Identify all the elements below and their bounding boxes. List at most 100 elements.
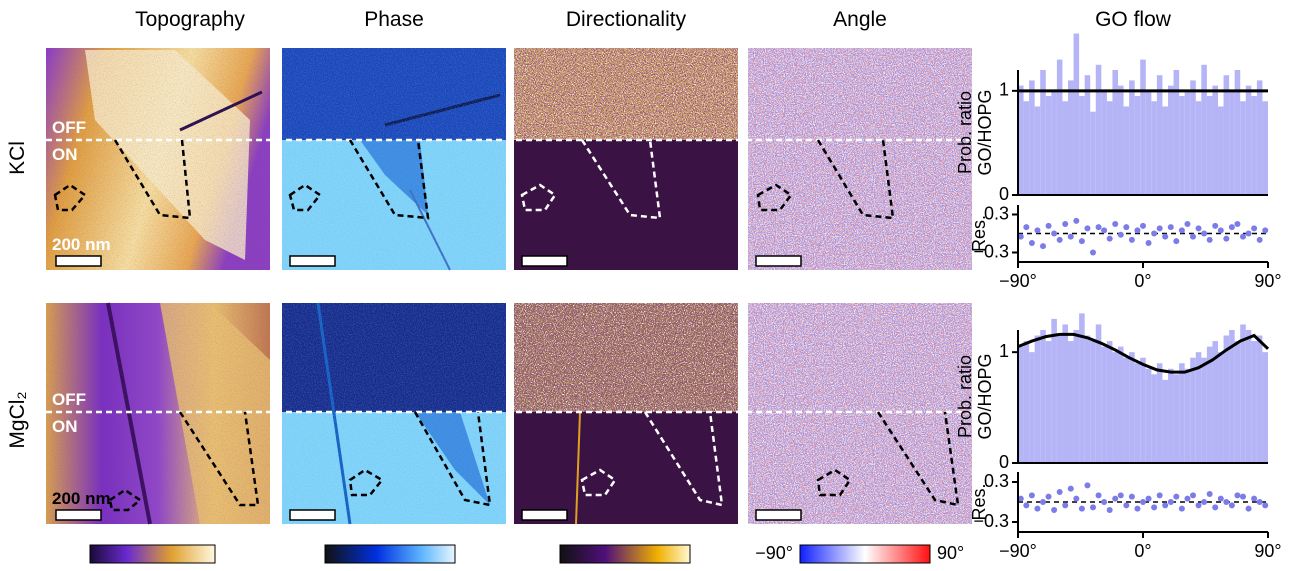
point (1062, 502, 1068, 508)
point (1207, 237, 1213, 243)
directionality-image (514, 48, 738, 270)
bar (1118, 86, 1124, 195)
point (1107, 236, 1113, 242)
point (1251, 225, 1257, 231)
directionality-image (514, 303, 738, 524)
point (1240, 234, 1246, 240)
bar (1207, 96, 1213, 195)
point (1118, 492, 1124, 498)
point (1207, 491, 1213, 497)
bar (1024, 341, 1030, 463)
point (1040, 243, 1046, 249)
bar (1068, 80, 1074, 195)
bar (1101, 347, 1107, 463)
y-axis-label: Prob. ratio (955, 355, 975, 438)
bar (1146, 91, 1152, 195)
point (1229, 224, 1235, 230)
bar (1174, 374, 1180, 463)
bar (1129, 352, 1135, 463)
point (1057, 237, 1063, 243)
point (1107, 507, 1113, 513)
point (1184, 496, 1190, 502)
y-axis-label: Res. (969, 483, 989, 520)
bar (1085, 336, 1091, 463)
point (1257, 237, 1263, 243)
bar (1079, 96, 1085, 195)
point (1023, 502, 1029, 508)
bar (1201, 358, 1207, 463)
point (1084, 482, 1090, 488)
point (1079, 238, 1085, 244)
bar (1035, 106, 1041, 195)
bar (1190, 358, 1196, 463)
scale-bar-label: 200 nm (52, 489, 111, 508)
bar (1168, 369, 1174, 463)
point (1218, 496, 1224, 502)
bar (1124, 358, 1130, 463)
point (1073, 496, 1079, 502)
bar (1235, 341, 1241, 463)
bar (1035, 336, 1041, 463)
bar (1101, 91, 1107, 195)
point (1201, 231, 1207, 237)
bar (1074, 34, 1080, 195)
bar (1107, 101, 1113, 195)
bar (1140, 60, 1146, 195)
point (1090, 504, 1096, 510)
bar (1179, 363, 1185, 463)
on-label: ON (52, 145, 78, 164)
point (1157, 492, 1163, 498)
page: Topography Phase Directionality Angle GO… (0, 0, 1298, 571)
bar (1218, 106, 1224, 195)
bar (1085, 75, 1091, 195)
point (1040, 499, 1046, 505)
point (1168, 224, 1174, 230)
bar (1024, 101, 1030, 195)
point (1173, 238, 1179, 244)
point (1162, 234, 1168, 240)
point (1218, 227, 1224, 233)
bar (1124, 106, 1130, 195)
y-tick-label: 0 (999, 452, 1009, 472)
x-tick-label: 0° (1134, 541, 1151, 561)
point (1196, 225, 1202, 231)
bar (1112, 70, 1118, 195)
y-tick-label: 1 (999, 80, 1009, 100)
point (1079, 506, 1085, 512)
point (1123, 502, 1129, 508)
point (1129, 494, 1135, 500)
scale-bar-label: 200 nm (52, 235, 111, 254)
bar (1162, 106, 1168, 195)
on-label: ON (52, 417, 78, 436)
point (1046, 223, 1052, 229)
point (1240, 494, 1246, 500)
point (1068, 234, 1074, 240)
point (1123, 224, 1129, 230)
bar (1190, 80, 1196, 195)
bar (1112, 352, 1118, 463)
point (1062, 221, 1068, 227)
bar (1040, 70, 1046, 195)
bar (1068, 341, 1074, 463)
bar (1218, 352, 1224, 463)
point (1262, 502, 1268, 508)
point (1090, 250, 1096, 256)
point (1157, 225, 1163, 231)
bar (1057, 60, 1063, 195)
point (1151, 231, 1157, 237)
colorbars (90, 545, 930, 563)
bar (1029, 80, 1035, 195)
bar (1029, 352, 1035, 463)
bar (1129, 80, 1135, 195)
point (1246, 506, 1252, 512)
x-tick-label: 0° (1134, 271, 1151, 291)
column-header: Directionality (566, 8, 687, 31)
point (1173, 494, 1179, 500)
point (1084, 225, 1090, 231)
point (1234, 221, 1240, 227)
bar (1051, 91, 1057, 195)
bar (1151, 374, 1157, 463)
bar (1246, 86, 1252, 195)
point (1101, 227, 1107, 233)
column-header: Phase (364, 8, 424, 31)
